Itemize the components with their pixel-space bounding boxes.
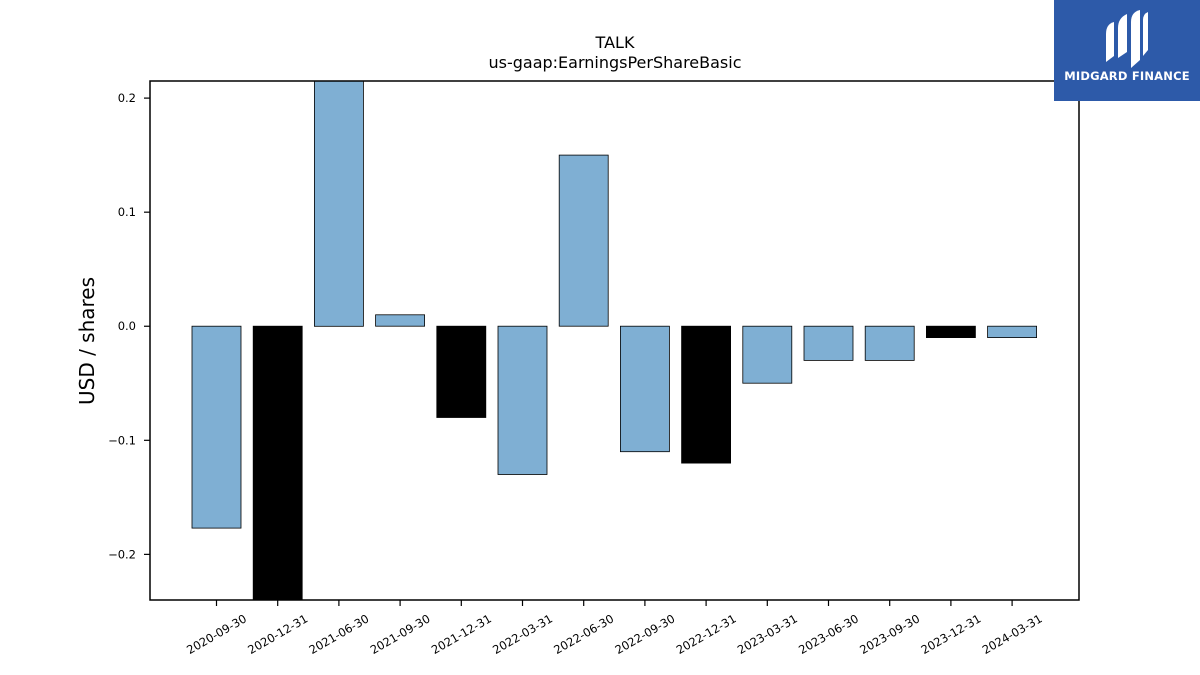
bar-2023-06-30 <box>803 325 854 361</box>
bar-2023-03-31 <box>742 325 793 384</box>
x-tick-label: 2020-09-30 <box>184 611 249 657</box>
y-tick-label: 0.0 <box>118 319 136 333</box>
x-tick-label: 2022-09-30 <box>613 611 678 657</box>
bar-2024-03-31 <box>987 325 1037 339</box>
bar-group <box>191 81 1037 600</box>
x-tick-label: 2021-12-31 <box>429 611 494 657</box>
bar-2023-09-30 <box>864 325 915 361</box>
x-tick-label: 2020-12-31 <box>245 611 310 657</box>
x-tick-label: 2021-09-30 <box>368 611 433 657</box>
y-tick-label: 0.2 <box>118 91 136 105</box>
x-tick-label: 2024-03-31 <box>980 611 1045 657</box>
chart-title: TALK <box>595 33 635 52</box>
bar-2022-03-31 <box>497 325 548 475</box>
x-tick-label: 2022-12-31 <box>674 611 739 657</box>
x-tick-label: 2022-06-30 <box>551 611 616 657</box>
x-tick-label: 2022-03-31 <box>490 611 555 657</box>
bar-2022-12-31 <box>681 325 731 464</box>
y-tick-label: 0.1 <box>118 205 136 219</box>
y-axis-label: USD / shares <box>75 277 99 405</box>
midgard-finance-logo: MIDGARD FINANCE <box>1054 0 1200 101</box>
logo-text: MIDGARD FINANCE <box>1064 69 1190 83</box>
bar-2021-12-31 <box>436 325 487 418</box>
x-tick-label: 2023-06-30 <box>796 611 861 657</box>
y-tick-label: −0.1 <box>108 433 136 447</box>
y-tick-label: −0.2 <box>108 547 136 561</box>
x-tick-label: 2023-12-31 <box>919 611 984 657</box>
y-axis-ticks: 0.2 0.1 0.0 −0.1 −0.2 <box>108 91 150 561</box>
bar-2022-09-30 <box>620 325 670 453</box>
bar-2021-09-30 <box>375 314 426 327</box>
x-axis-ticks: 2020-09-302020-12-312021-06-302021-09-30… <box>184 600 1045 657</box>
bar-2020-12-31 <box>252 325 303 600</box>
bar-2021-06-30 <box>313 81 364 327</box>
x-tick-label: 2021-06-30 <box>307 611 372 657</box>
x-tick-label: 2023-03-31 <box>735 611 800 657</box>
chart-subtitle: us-gaap:EarningsPerShareBasic <box>488 53 741 72</box>
plot-frame <box>149 80 1080 601</box>
x-tick-label: 2023-09-30 <box>857 611 922 657</box>
bar-2022-06-30 <box>558 154 609 327</box>
bar-2020-09-30 <box>191 325 242 529</box>
midgard-logo-icon <box>1106 10 1148 68</box>
bar-2023-12-31 <box>926 325 976 339</box>
